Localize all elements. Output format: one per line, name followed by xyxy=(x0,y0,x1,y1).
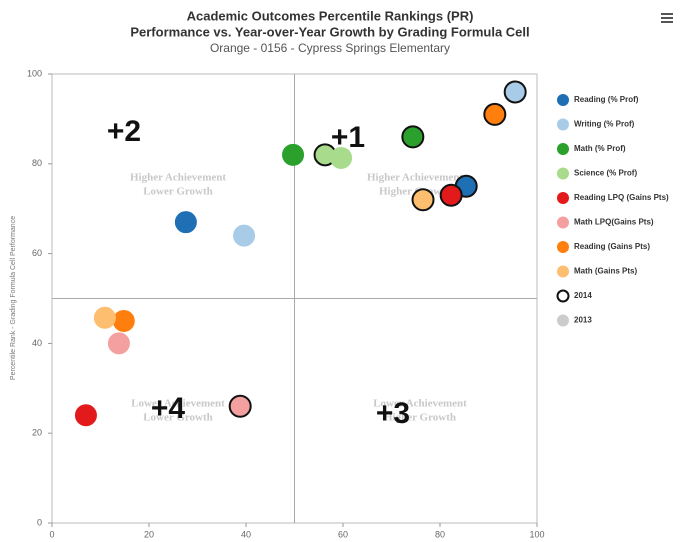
legend-marker xyxy=(557,118,569,131)
cell-label: +4 xyxy=(151,392,186,425)
menu-bar xyxy=(661,17,673,19)
legend-marker xyxy=(557,94,569,106)
chart-caption: Orange - 0156 - Cypress Springs Elementa… xyxy=(210,41,450,55)
quadrant-label: Lower Growth xyxy=(143,186,213,198)
quadrant-label: Lower Achievement xyxy=(131,398,225,410)
point xyxy=(330,146,353,169)
legend-label: Math LPQ(Gains Pts) xyxy=(574,218,654,227)
legend-label: Reading (% Prof) xyxy=(574,95,639,104)
y-axis-label: Percentile Rank - Grading Formula Cell P… xyxy=(10,216,17,380)
quadrant-label: Lower Achievement xyxy=(373,398,467,410)
point xyxy=(228,394,252,418)
y-tick-label: 0 xyxy=(37,517,42,527)
y-tick-label: 80 xyxy=(32,158,42,168)
point xyxy=(483,102,507,126)
quadrant-label: Lower Growth xyxy=(143,412,213,424)
x-tick-label: 20 xyxy=(144,529,154,539)
chart-title: Academic Outcomes Percentile Rankings (P… xyxy=(187,8,474,23)
point xyxy=(74,404,97,427)
menu-icon[interactable] xyxy=(661,13,673,23)
legend-marker xyxy=(557,314,569,327)
legend-marker xyxy=(557,143,569,155)
x-tick-label: 40 xyxy=(241,529,251,539)
legend-label: Math (% Prof) xyxy=(574,144,626,153)
x-tick-label: 60 xyxy=(338,529,348,539)
point xyxy=(112,309,135,332)
legend-label: Math (Gains Pts) xyxy=(574,267,637,276)
legend-marker xyxy=(557,192,569,204)
legend-marker xyxy=(557,167,569,180)
x-tick-label: 0 xyxy=(49,529,54,539)
y-tick-label: 20 xyxy=(32,428,42,438)
point xyxy=(93,306,116,329)
legend-label: Science (% Prof) xyxy=(574,169,637,178)
chart-subtitle: Performance vs. Year-over-Year Growth by… xyxy=(130,24,529,39)
y-tick-label: 100 xyxy=(27,68,42,78)
x-tick-label: 80 xyxy=(435,529,445,539)
y-tick-label: 40 xyxy=(32,338,42,348)
legend-marker xyxy=(557,241,569,253)
cell-label: +3 xyxy=(376,397,410,430)
point xyxy=(282,143,305,166)
cell-label: +2 xyxy=(107,115,141,148)
x-tick-label: 100 xyxy=(529,529,544,539)
legend-marker xyxy=(556,289,570,303)
menu-bar xyxy=(661,13,673,15)
point xyxy=(174,211,197,234)
quadrant-label: Higher Achievement xyxy=(367,172,463,184)
point xyxy=(439,183,463,207)
quadrant-label: Higher Achievement xyxy=(130,172,226,184)
legend-marker xyxy=(557,265,569,278)
legend-marker xyxy=(557,216,569,229)
legend-label: 2014 xyxy=(574,291,592,300)
point xyxy=(107,332,130,355)
y-tick-label: 60 xyxy=(32,248,42,258)
legend-label: Writing (% Prof) xyxy=(574,120,635,129)
point xyxy=(411,188,435,212)
point xyxy=(401,125,425,149)
point xyxy=(233,224,256,247)
legend-label: 2013 xyxy=(574,316,592,325)
legend-label: Reading LPQ (Gains Pts) xyxy=(574,193,669,202)
quadrant-label: Higher Growth xyxy=(384,412,456,424)
menu-bar xyxy=(661,21,673,23)
point xyxy=(503,80,527,104)
legend-label: Reading (Gains Pts) xyxy=(574,242,650,251)
